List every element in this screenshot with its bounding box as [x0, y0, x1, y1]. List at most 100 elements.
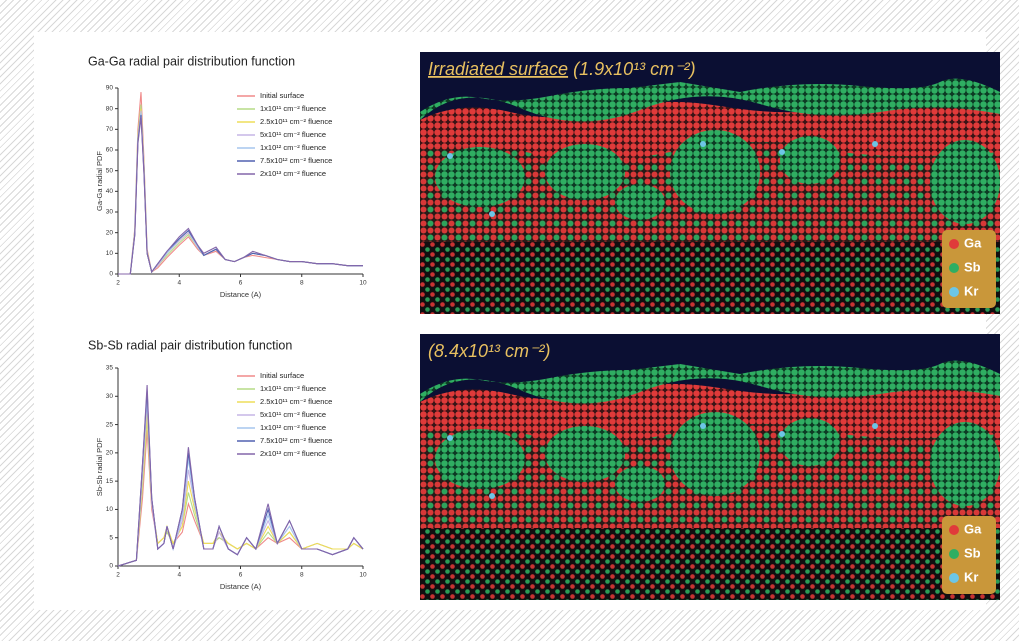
legend-dot — [949, 239, 959, 249]
series-line — [117, 384, 364, 567]
green-cluster — [435, 147, 525, 207]
y-axis-label: Sb-Sb radial PDF — [95, 437, 104, 496]
legend-dot — [949, 573, 959, 583]
x-tick-label: 4 — [177, 572, 181, 579]
legend-label: 5x10¹¹ cm⁻² fluence — [260, 410, 326, 419]
series-line — [117, 390, 364, 567]
kr-atom — [872, 141, 878, 147]
y-tick-label: 30 — [106, 393, 114, 400]
legend-label: Kr — [964, 283, 978, 298]
y-tick-label: 10 — [106, 506, 114, 513]
legend-label: Initial surface — [260, 371, 304, 380]
legend-label: 2.5x10¹¹ cm⁻² fluence — [260, 117, 332, 126]
y-tick-label: 30 — [106, 209, 114, 216]
legend-label: Kr — [964, 569, 978, 584]
legend-label: 2.5x10¹¹ cm⁻² fluence — [260, 397, 332, 406]
green-cluster — [545, 144, 625, 200]
legend-label: Sb — [964, 545, 981, 560]
green-cluster — [780, 136, 840, 184]
y-tick-label: 5 — [109, 534, 113, 541]
green-top — [420, 78, 1000, 122]
x-tick-label: 10 — [359, 572, 367, 579]
x-tick-label: 2 — [116, 572, 120, 579]
y-tick-label: 20 — [106, 450, 114, 457]
kr-atom — [700, 423, 706, 429]
chart-title: Sb-Sb radial pair distribution function — [88, 338, 292, 352]
legend-label: Sb — [964, 259, 981, 274]
green-cluster — [615, 466, 665, 502]
legend-dot — [949, 525, 959, 535]
kr-atom — [447, 153, 453, 159]
y-tick-label: 0 — [109, 563, 113, 570]
legend-label: Ga — [964, 235, 982, 250]
y-axis-label: Ga-Ga radial PDF — [95, 151, 104, 211]
chart-title: Ga-Ga radial pair distribution function — [88, 54, 295, 68]
legend-label: 2x10¹³ cm⁻² fluence — [260, 449, 326, 458]
y-tick-label: 90 — [106, 85, 114, 92]
x-axis-label: Distance (A) — [220, 290, 262, 299]
y-tick-label: 10 — [106, 250, 114, 257]
panel-title-main: Irradiated surface — [428, 59, 568, 79]
y-tick-label: 40 — [106, 188, 114, 195]
x-axis-label: Distance (A) — [220, 582, 262, 591]
legend-label: 1x10¹¹ cm⁻² fluence — [260, 104, 326, 113]
kr-atom — [779, 431, 785, 437]
y-tick-label: 60 — [106, 147, 114, 154]
legend-dot — [949, 263, 959, 273]
x-tick-label: 6 — [239, 572, 243, 579]
y-tick-label: 20 — [106, 229, 114, 236]
legend-dot — [949, 287, 959, 297]
legend-label: 1x10¹² cm⁻² fluence — [260, 423, 326, 432]
kr-atom — [872, 423, 878, 429]
x-tick-label: 2 — [116, 280, 120, 287]
panel-fluence: (8.4x10¹³ cm⁻²) — [428, 341, 551, 361]
simulation-panel: Irradiated surface (1.9x10¹³ cm⁻²) Ga Sb Kr — [420, 52, 1000, 314]
green-top — [420, 360, 1000, 404]
series-line — [117, 396, 364, 567]
kr-atom — [489, 211, 495, 217]
green-cluster — [435, 429, 525, 489]
x-tick-label: 6 — [239, 280, 243, 287]
y-tick-label: 35 — [106, 365, 114, 372]
legend-label: 1x10¹² cm⁻² fluence — [260, 143, 326, 152]
y-tick-label: 0 — [109, 271, 113, 278]
crystal-region — [420, 242, 1000, 314]
green-cluster — [930, 422, 1000, 506]
x-tick-label: 4 — [177, 280, 181, 287]
kr-atom — [700, 141, 706, 147]
kr-atom — [779, 149, 785, 155]
y-tick-label: 70 — [106, 126, 114, 133]
y-tick-label: 80 — [106, 105, 114, 112]
green-cluster — [780, 418, 840, 466]
green-cluster — [670, 412, 760, 496]
series-line — [118, 104, 363, 275]
y-tick-label: 15 — [106, 478, 114, 485]
panel-title: (8.4x10¹³ cm⁻²) — [428, 341, 551, 361]
y-tick-label: 50 — [106, 167, 114, 174]
legend-label: 1x10¹¹ cm⁻² fluence — [260, 384, 326, 393]
crystal-region — [420, 528, 1000, 600]
series-line — [117, 401, 364, 567]
legend-dot — [949, 549, 959, 559]
series-line — [118, 116, 363, 275]
x-tick-label: 8 — [300, 280, 304, 287]
panel-title: Irradiated surface (1.9x10¹³ cm⁻²) — [428, 59, 696, 79]
x-tick-label: 10 — [359, 280, 367, 287]
legend-label: 2x10¹³ cm⁻² fluence — [260, 169, 326, 178]
green-cluster — [670, 130, 760, 214]
green-cluster — [615, 184, 665, 220]
kr-atom — [489, 493, 495, 499]
series-line — [117, 430, 364, 567]
legend-label: 5x10¹¹ cm⁻² fluence — [260, 130, 326, 139]
green-cluster — [545, 426, 625, 482]
legend-label: 7.5x10¹² cm⁻² fluence — [260, 156, 332, 165]
y-tick-label: 25 — [106, 421, 114, 428]
legend-label: Initial surface — [260, 91, 304, 100]
legend-label: 7.5x10¹² cm⁻² fluence — [260, 436, 332, 445]
simulation-panel: (8.4x10¹³ cm⁻²) Ga Sb Kr — [420, 334, 1000, 600]
x-tick-label: 8 — [300, 572, 304, 579]
series-line — [118, 112, 363, 275]
kr-atom — [447, 435, 453, 441]
